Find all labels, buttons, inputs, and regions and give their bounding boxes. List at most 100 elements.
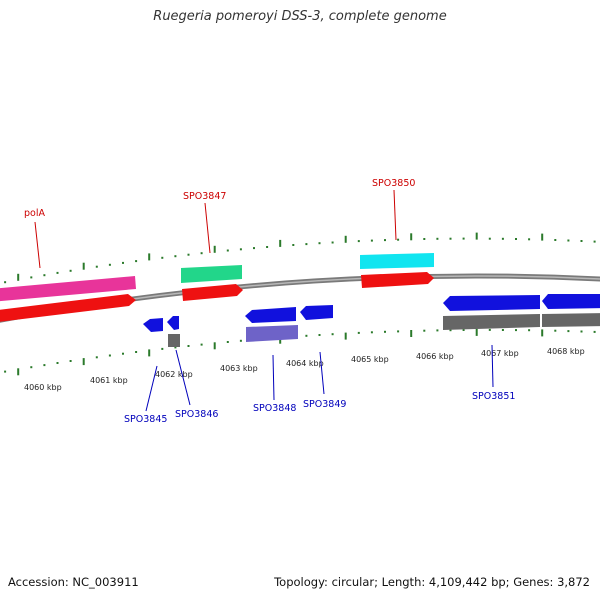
gene-label-SPO3845[interactable]: SPO3845 <box>124 414 167 425</box>
gene-label-SPO3851[interactable]: SPO3851 <box>472 391 515 402</box>
minor-tick <box>580 240 583 242</box>
minor-tick <box>515 238 517 240</box>
minor-tick <box>69 269 72 272</box>
minor-tick <box>462 237 465 240</box>
major-tick <box>213 342 216 350</box>
minor-tick <box>423 238 426 240</box>
minor-tick <box>239 248 242 251</box>
reverse-cds-track <box>143 294 600 332</box>
minor-tick <box>515 329 517 332</box>
gene-feature-SPO3845-cds[interactable] <box>143 318 163 332</box>
major-tick <box>410 233 413 241</box>
major-tick <box>82 358 85 366</box>
major-tick <box>541 329 544 337</box>
gene-feature-SPO3846-cds[interactable] <box>167 316 179 330</box>
gene-label-SPO3848[interactable]: SPO3848 <box>253 403 296 414</box>
gene-feature-polA[interactable] <box>0 276 136 302</box>
minor-tick <box>108 354 111 357</box>
gene-label-polA[interactable]: polA <box>24 208 45 219</box>
major-tick <box>279 239 282 247</box>
forward-cds-track <box>0 272 434 323</box>
minor-tick <box>187 345 190 347</box>
gene-label-SPO3846[interactable]: SPO3846 <box>175 409 218 420</box>
minor-tick <box>554 239 557 241</box>
minor-tick <box>226 341 229 343</box>
major-tick <box>148 253 151 261</box>
gene-feature-SPO3849-cds[interactable] <box>300 305 333 320</box>
minor-tick <box>370 239 373 242</box>
minor-tick <box>397 238 400 241</box>
minor-tick <box>266 246 269 248</box>
gene-feature-SPO3851-bar[interactable] <box>443 314 540 330</box>
minor-tick <box>580 330 583 333</box>
gene-feature-SPO3846-bar[interactable] <box>168 334 180 347</box>
reverse-gene-labels: SPO3845 SPO3846 SPO3848 SPO3849 SPO3851 <box>124 344 515 425</box>
kbp-tick-label: 4067 kbp <box>481 349 519 358</box>
gene-feature-SPO3850-cds[interactable] <box>361 272 434 288</box>
major-tick <box>541 233 544 241</box>
gene-feature-SPO3847[interactable] <box>181 265 242 283</box>
minor-tick <box>449 329 452 332</box>
minor-tick <box>384 330 386 333</box>
minor-tick <box>331 241 334 244</box>
minor-tick <box>305 243 308 246</box>
minor-tick <box>384 239 386 242</box>
minor-tick <box>30 276 33 279</box>
minor-tick <box>318 334 321 336</box>
gene-label-SPO3850[interactable]: SPO3850 <box>372 178 415 189</box>
kbp-tick-label: 4066 kbp <box>416 352 454 361</box>
minor-tick <box>567 239 570 242</box>
major-tick <box>17 273 20 281</box>
minor-tick <box>56 271 59 274</box>
major-tick <box>17 368 20 376</box>
major-tick <box>213 245 216 253</box>
gene-feature-SPO3848-cds[interactable] <box>245 307 296 323</box>
kbp-tick-label: 4064 kbp <box>286 359 324 368</box>
minor-tick <box>95 265 98 268</box>
major-tick <box>410 330 413 337</box>
gene-feature-SPO3850[interactable] <box>360 253 434 269</box>
genome-summary-text: Topology: circular; Length: 4,109,442 bp… <box>274 575 590 589</box>
major-tick <box>82 262 85 270</box>
minor-tick <box>187 253 190 256</box>
minor-tick <box>135 260 138 263</box>
minor-tick <box>174 346 177 349</box>
minor-tick <box>488 328 491 331</box>
minor-tick <box>370 331 373 334</box>
major-tick <box>344 235 347 243</box>
gene-feature-SPO3847-cds[interactable] <box>182 284 243 301</box>
minor-tick <box>226 249 229 252</box>
kbp-tick-label: 4063 kbp <box>220 364 258 373</box>
major-tick <box>344 332 347 340</box>
major-tick <box>148 349 151 357</box>
minor-tick <box>200 252 203 255</box>
minor-tick <box>122 261 124 264</box>
minor-tick <box>331 333 334 336</box>
minor-tick <box>593 330 596 333</box>
minor-tick <box>30 366 33 369</box>
gene-feature-polA-cds[interactable] <box>0 294 136 323</box>
gene-feature-SPO3852-bar[interactable] <box>542 313 600 327</box>
accession-text: Accession: NC_003911 <box>8 575 139 589</box>
gene-feature-SPO3852-cds[interactable] <box>542 294 600 309</box>
minor-tick <box>200 343 203 346</box>
kbp-tick-label: 4062 kbp <box>155 370 193 379</box>
gene-label-SPO3847[interactable]: SPO3847 <box>183 191 226 202</box>
kbp-axis-labels: 4060 kbp 4061 kbp 4062 kbp 4063 kbp 4064… <box>24 347 585 392</box>
minor-tick <box>449 237 452 240</box>
gene-label-SPO3849[interactable]: SPO3849 <box>303 399 346 410</box>
gene-feature-SPO3848-bar[interactable] <box>246 325 298 342</box>
minor-tick <box>528 238 531 241</box>
gene-feature-SPO3851-cds[interactable] <box>443 295 540 311</box>
kbp-tick-label: 4060 kbp <box>24 383 62 392</box>
minor-tick <box>174 255 177 258</box>
kbp-tick-label: 4061 kbp <box>90 376 128 385</box>
minor-tick <box>593 240 596 243</box>
minor-tick <box>292 244 295 246</box>
minor-tick <box>56 362 59 364</box>
major-tick <box>475 328 478 336</box>
minor-tick <box>501 237 504 240</box>
major-tick <box>475 232 478 240</box>
kbp-tick-label: 4065 kbp <box>351 355 389 364</box>
